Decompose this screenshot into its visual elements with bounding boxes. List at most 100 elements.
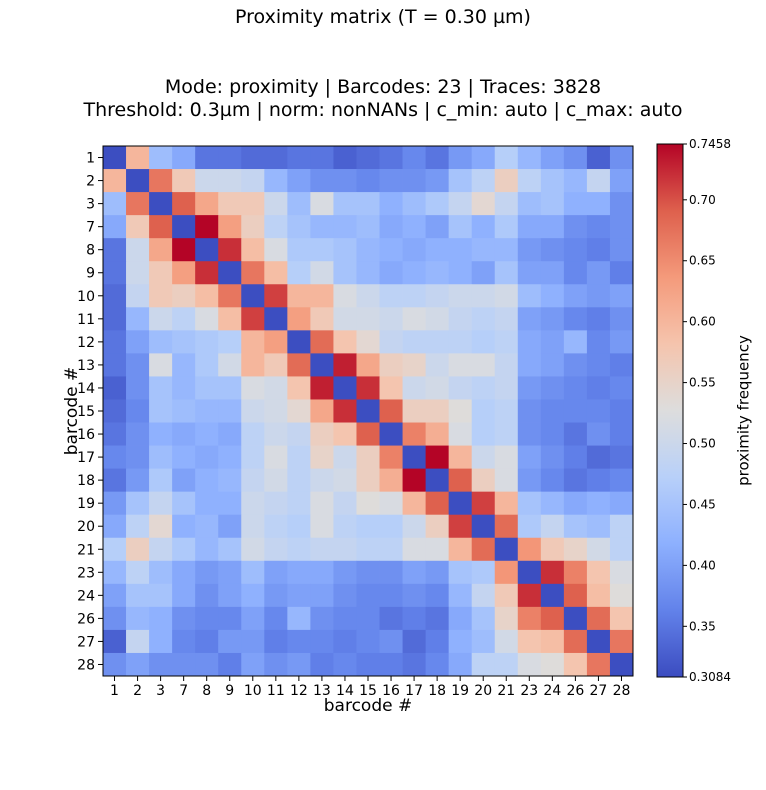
heatmap-cell: [333, 422, 357, 446]
heatmap-cell: [103, 537, 127, 562]
heatmap-cell: [517, 468, 542, 493]
heatmap-cell: [287, 330, 311, 354]
heatmap-cell: [103, 330, 127, 354]
x-tick-label: 17: [405, 683, 423, 699]
heatmap-cell: [517, 238, 542, 262]
heatmap-cell: [149, 146, 173, 170]
heatmap-cell: [471, 284, 496, 308]
heatmap-cell: [218, 146, 242, 170]
heatmap-cell: [149, 215, 173, 239]
heatmap-cell: [218, 537, 242, 562]
heatmap-cell: [333, 399, 357, 423]
heatmap-cell: [563, 284, 588, 308]
heatmap-cell: [241, 468, 265, 493]
heatmap-cell: [517, 422, 542, 446]
heatmap-cell: [586, 399, 611, 423]
x-tick-label: 13: [313, 683, 331, 699]
heatmap-cell: [402, 422, 427, 446]
heatmap-cell: [264, 560, 288, 585]
heatmap-cell: [287, 445, 311, 470]
heatmap-cell: [402, 376, 427, 400]
colorbar-tick-label: 0.3084: [689, 670, 731, 684]
heatmap-cell: [172, 330, 196, 354]
heatmap-cell: [172, 560, 196, 585]
heatmap-cell: [103, 445, 127, 470]
heatmap-cell: [218, 353, 242, 377]
heatmap-cell: [586, 192, 611, 216]
heatmap-cell: [103, 422, 127, 446]
heatmap-cell: [103, 284, 127, 308]
heatmap-cell: [310, 146, 334, 170]
heatmap-cell: [172, 422, 196, 446]
heatmap-cell: [333, 261, 357, 285]
heatmap-cell: [264, 192, 288, 216]
heatmap-cell: [241, 629, 265, 654]
heatmap-cell: [218, 445, 242, 470]
heatmap-cell: [195, 146, 219, 170]
heatmap-cell: [356, 537, 380, 562]
heatmap-cell: [195, 606, 219, 631]
heatmap-cell: [586, 330, 611, 354]
heatmap-cell: [103, 215, 127, 239]
heatmap-cell: [494, 146, 519, 170]
heatmap-cell: [402, 169, 427, 193]
heatmap-cell: [241, 284, 265, 308]
heatmap-cell: [103, 583, 127, 608]
heatmap-cell: [218, 261, 242, 285]
heatmap-cell: [149, 560, 173, 585]
heatmap-cell: [563, 652, 588, 677]
heatmap-cell: [563, 146, 588, 170]
heatmap-cell: [448, 146, 473, 170]
heatmap-cell: [609, 422, 634, 446]
heatmap-cell: [494, 537, 519, 562]
heatmap-cell: [540, 261, 565, 285]
colorbar-tick-label: 0.45: [689, 497, 716, 511]
y-tick-label: 7: [86, 220, 95, 236]
heatmap-cell: [586, 422, 611, 446]
heatmap-cell: [310, 376, 334, 400]
heatmap-cell: [540, 238, 565, 262]
heatmap-cell: [241, 353, 265, 377]
heatmap-cell: [195, 192, 219, 216]
heatmap-cell: [149, 422, 173, 446]
heatmap-cell: [517, 537, 542, 562]
heatmap-cell: [563, 560, 588, 585]
heatmap-cell: [310, 445, 334, 470]
heatmap-cell: [379, 491, 403, 516]
heatmap-cell: [448, 353, 473, 377]
heatmap-cell: [218, 422, 242, 446]
heatmap-cell: [333, 629, 357, 654]
heatmap-cell: [402, 284, 427, 308]
colorbar-tick-label: 0.70: [689, 193, 716, 207]
heatmap-cell: [517, 215, 542, 239]
heatmap-cell: [402, 215, 427, 239]
heatmap-cell: [402, 445, 427, 470]
heatmap-cell: [379, 215, 403, 239]
heatmap-cell: [563, 606, 588, 631]
heatmap-cell: [448, 445, 473, 470]
y-axis-label: barcode #: [62, 367, 82, 455]
heatmap-cell: [540, 330, 565, 354]
heatmap-cell: [356, 192, 380, 216]
heatmap-cell: [563, 238, 588, 262]
heatmap-cell: [471, 192, 496, 216]
heatmap-cell: [609, 445, 634, 470]
heatmap-cell: [609, 629, 634, 654]
heatmap-cell: [333, 307, 357, 331]
heatmap-cell: [379, 606, 403, 631]
heatmap-cell: [287, 284, 311, 308]
y-tick-label: 20: [77, 519, 95, 535]
heatmap-cell: [517, 445, 542, 470]
colorbar: [656, 143, 684, 678]
heatmap-cell: [172, 468, 196, 493]
heatmap-cell: [402, 629, 427, 654]
heatmap-cell: [287, 491, 311, 516]
x-tick-label: 20: [474, 683, 492, 699]
colorbar-tick-label: 0.50: [689, 437, 716, 451]
heatmap-cell: [471, 169, 496, 193]
heatmap-cell: [517, 606, 542, 631]
figure-suptitle: Proximity matrix (T = 0.30 µm): [235, 6, 531, 28]
heatmap-cell: [517, 491, 542, 516]
y-tick-label: 23: [77, 565, 95, 581]
y-tick-label: 27: [77, 634, 95, 650]
